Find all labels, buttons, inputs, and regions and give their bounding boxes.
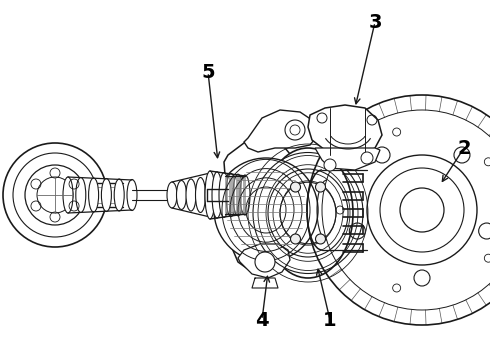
Polygon shape	[244, 110, 318, 152]
Ellipse shape	[205, 171, 215, 219]
Circle shape	[316, 234, 325, 244]
Ellipse shape	[240, 175, 250, 215]
Ellipse shape	[186, 179, 196, 211]
Circle shape	[3, 143, 107, 247]
Ellipse shape	[127, 180, 137, 211]
Text: 5: 5	[201, 63, 215, 81]
Polygon shape	[224, 138, 298, 272]
Ellipse shape	[176, 180, 187, 210]
Circle shape	[255, 252, 275, 272]
Ellipse shape	[89, 178, 98, 212]
Ellipse shape	[219, 172, 229, 217]
Ellipse shape	[212, 172, 222, 218]
Circle shape	[214, 158, 318, 262]
Ellipse shape	[63, 177, 73, 213]
Ellipse shape	[167, 182, 177, 208]
Ellipse shape	[226, 174, 236, 217]
Text: 2: 2	[457, 139, 471, 158]
Circle shape	[285, 120, 305, 140]
Circle shape	[324, 159, 336, 171]
Ellipse shape	[263, 148, 353, 278]
Ellipse shape	[101, 179, 111, 211]
Circle shape	[361, 152, 373, 164]
Ellipse shape	[76, 177, 86, 212]
Ellipse shape	[205, 176, 215, 214]
Text: 4: 4	[255, 310, 269, 329]
Ellipse shape	[196, 177, 205, 212]
Circle shape	[291, 182, 300, 192]
Polygon shape	[238, 244, 290, 278]
Ellipse shape	[233, 174, 243, 216]
Text: 1: 1	[323, 310, 337, 329]
Text: 3: 3	[368, 13, 382, 31]
Polygon shape	[315, 148, 380, 170]
Circle shape	[316, 182, 325, 192]
Circle shape	[25, 165, 85, 225]
Polygon shape	[308, 105, 382, 155]
Ellipse shape	[114, 179, 124, 211]
Circle shape	[291, 234, 300, 244]
